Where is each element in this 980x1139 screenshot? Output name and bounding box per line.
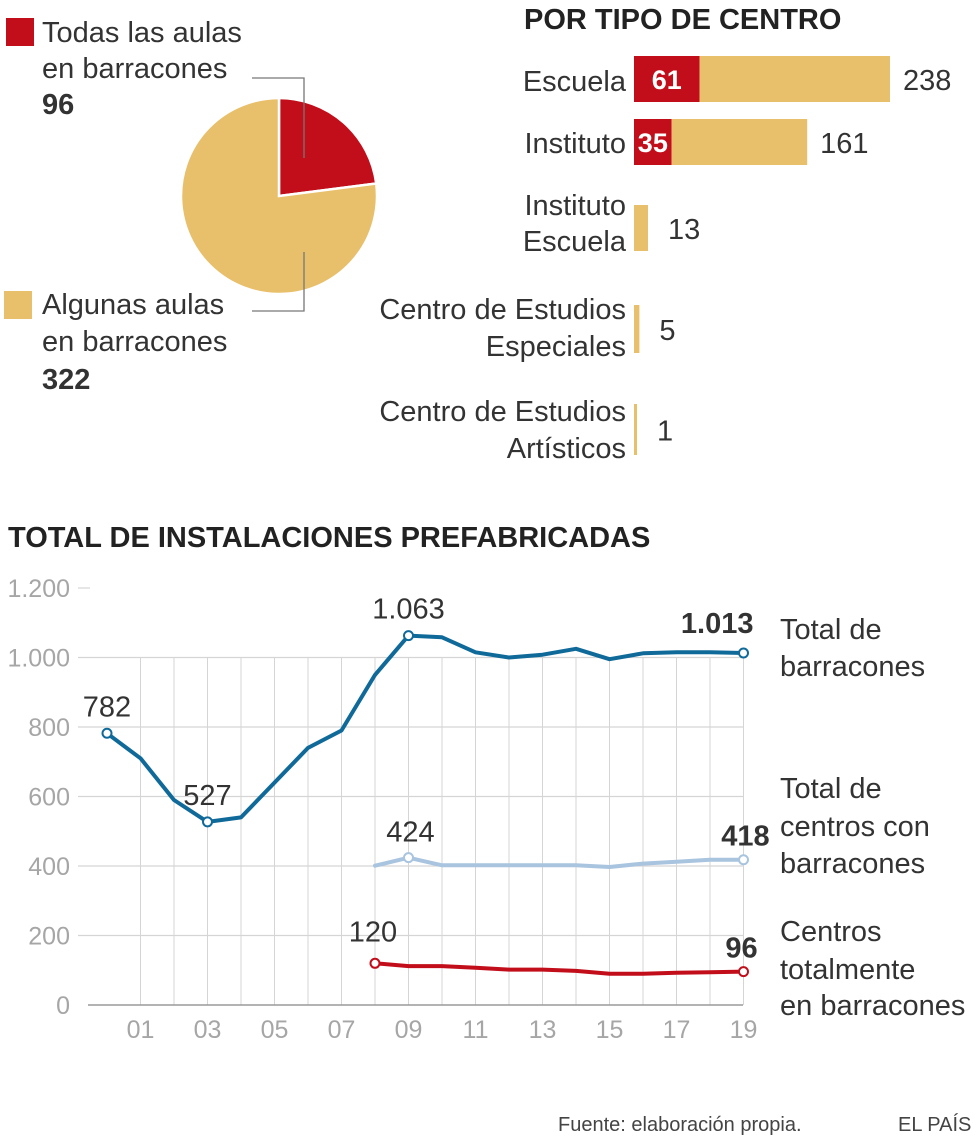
legend-swatch-all xyxy=(6,18,34,46)
leader-line-some xyxy=(252,252,305,312)
brand-logo: EL PAÍS xyxy=(898,1113,971,1136)
bar-chart: 61 238 Escuela 35 161 Instituto 13 Instituto Esc… xyxy=(379,56,951,465)
series-label-full: Centros xyxy=(780,916,882,948)
bar-category-label-2: Escuela xyxy=(523,226,627,258)
series-label-total: barracones xyxy=(780,651,925,683)
point-label-centers: 424 xyxy=(386,817,434,849)
x-tick-label: 01 xyxy=(127,1016,155,1044)
legend-label-some: Algunas aulas xyxy=(42,289,224,321)
x-tick-label: 09 xyxy=(395,1016,423,1044)
bar-total-label-3: 5 xyxy=(659,315,675,347)
series-label-centers: Total de xyxy=(780,773,882,805)
bar-yellow-4 xyxy=(634,404,637,455)
x-tick-label: 17 xyxy=(663,1016,691,1044)
y-tick-label: 400 xyxy=(28,853,70,881)
y-tick-label: 0 xyxy=(56,992,70,1020)
x-tick-label: 15 xyxy=(596,1016,624,1044)
series-label-total: Total de xyxy=(780,614,882,646)
x-tick-label: 03 xyxy=(194,1016,222,1044)
legend-label-all: en barracones xyxy=(42,53,227,85)
line-chart-title: TOTAL DE INSTALACIONES PREFABRICADAS xyxy=(8,522,650,554)
legend-label-some: en barracones xyxy=(42,326,227,358)
source-note: Fuente: elaboración propia. xyxy=(558,1114,802,1136)
y-tick-label: 800 xyxy=(28,714,70,742)
legend-label-all: Todas las aulas xyxy=(42,17,242,49)
bar-total-label-0: 238 xyxy=(903,65,951,97)
point-label-total: 782 xyxy=(83,691,131,723)
leader-line-all xyxy=(252,77,305,158)
point-label-full: 96 xyxy=(725,933,757,965)
bar-red-0 xyxy=(634,56,700,102)
point-label-full: 120 xyxy=(349,916,397,948)
bar-yellow-0 xyxy=(699,56,890,102)
series-label-centers: barracones xyxy=(780,848,925,880)
bar-category-label-3: Especiales xyxy=(486,331,626,363)
x-tick-label: 19 xyxy=(730,1016,758,1044)
series-point-centers xyxy=(738,854,749,866)
series-point-total xyxy=(738,647,749,659)
series-line-centers xyxy=(373,855,746,869)
series-point-total xyxy=(202,816,213,828)
point-label-total: 527 xyxy=(183,780,231,812)
bar-red-1 xyxy=(634,119,672,165)
bar-category-label-3: Centro de Estudios xyxy=(379,294,626,326)
bar-category-label-2: Instituto xyxy=(524,190,626,222)
series-label-full: totalmente xyxy=(780,954,915,986)
series-point-total xyxy=(101,727,113,739)
legend-swatch-some xyxy=(4,291,32,319)
point-label-centers: 418 xyxy=(721,821,769,853)
bar-red-label-0: 61 xyxy=(652,65,682,95)
series-point-total xyxy=(403,630,414,642)
bar-total-label-4: 1 xyxy=(657,416,673,448)
pie-chart: Todas las aulas en barracones 96 Algunas au… xyxy=(4,17,379,396)
pie-slice-some xyxy=(179,96,379,296)
series-point-centers xyxy=(403,852,414,864)
x-tick-label: 05 xyxy=(261,1016,289,1044)
bar-yellow-3 xyxy=(634,305,640,353)
point-label-total: 1.013 xyxy=(681,608,754,640)
legend-value-all: 96 xyxy=(42,89,74,121)
y-tick-label: 1.000 xyxy=(7,645,70,673)
point-label-total: 1.063 xyxy=(372,594,445,626)
series-line-total xyxy=(105,633,746,824)
bar-chart-title: POR TIPO DE CENTRO xyxy=(524,4,841,36)
x-tick-label: 07 xyxy=(328,1016,356,1044)
x-tick-label: 13 xyxy=(529,1016,557,1044)
series-label-centers: centros con xyxy=(780,811,930,843)
series-point-full xyxy=(369,957,381,969)
line-chart: 0 200 400 600 800 1.000 1.200 01 03 05 07 09 11 13 15 1… xyxy=(7,575,965,1044)
bar-category-label-4: Centro de Estudios xyxy=(379,396,626,428)
bar-category-label-1: Instituto xyxy=(524,128,626,160)
bar-total-label-1: 161 xyxy=(820,128,868,160)
pie-slice-all xyxy=(277,96,378,198)
bar-red-label-1: 35 xyxy=(638,128,668,158)
y-tick-label: 200 xyxy=(28,923,70,951)
series-label-full: en barracones xyxy=(780,990,965,1022)
y-tick-label: 1.200 xyxy=(7,575,70,603)
series-line-full xyxy=(373,961,746,976)
bar-category-label-4: Artísticos xyxy=(507,433,626,465)
bar-category-label-0: Escuela xyxy=(523,66,627,98)
y-tick-label: 600 xyxy=(28,784,70,812)
legend-value-some: 322 xyxy=(42,364,90,396)
series-point-full xyxy=(738,966,749,978)
bar-total-label-2: 13 xyxy=(668,214,700,246)
bar-yellow-2 xyxy=(634,205,648,251)
x-tick-label: 11 xyxy=(463,1016,489,1044)
bar-yellow-1 xyxy=(671,119,808,165)
